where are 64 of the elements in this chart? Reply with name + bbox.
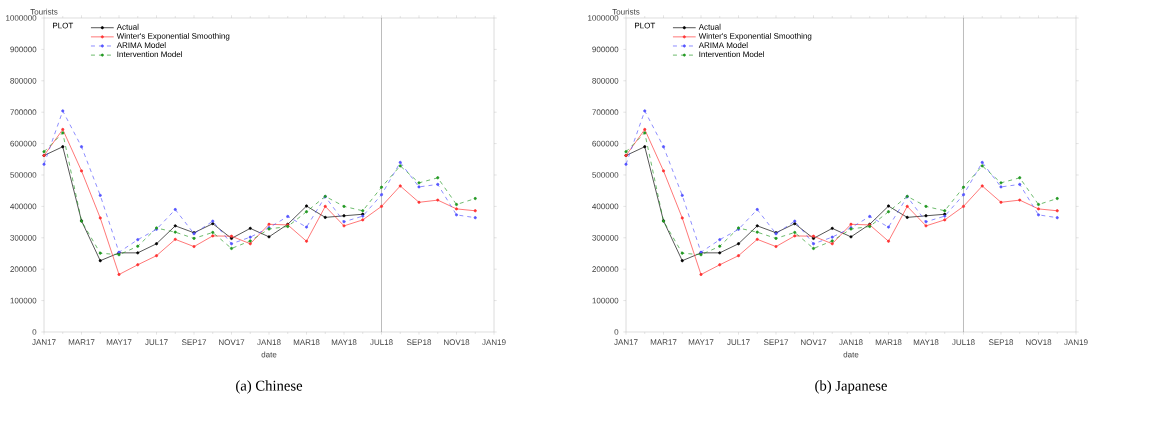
y-tick-label: 700000 bbox=[592, 109, 619, 116]
legend-title: PLOT bbox=[635, 22, 656, 29]
x-tick-label: JAN18 bbox=[257, 339, 281, 346]
x-tick-label: NOV18 bbox=[444, 339, 470, 346]
x-axis-title: date bbox=[261, 351, 277, 358]
y-tick-label: 900000 bbox=[10, 46, 37, 53]
x-tick-label: JUL17 bbox=[145, 339, 168, 345]
x-tick-label: JAN19 bbox=[482, 339, 506, 346]
x-tick-label: SEP18 bbox=[988, 339, 1014, 346]
x-tick-label: JAN19 bbox=[1064, 339, 1088, 346]
y-tick-label: 0 bbox=[32, 329, 37, 335]
x-tick-label: SEP17 bbox=[181, 339, 207, 346]
x-tick-label: NOV17 bbox=[801, 339, 827, 346]
y-tick-label: 700000 bbox=[10, 109, 37, 116]
y-tick-label: 600000 bbox=[592, 140, 619, 147]
legend-label: ARIMA Model bbox=[698, 42, 748, 48]
x-tick-label: NOV18 bbox=[1026, 339, 1052, 346]
x-tick-label: MAY18 bbox=[913, 339, 939, 346]
x-tick-label: JUL18 bbox=[370, 339, 393, 346]
x-tick-label: JAN18 bbox=[839, 339, 863, 346]
y-tick-label: 800000 bbox=[592, 77, 619, 84]
y-tick-label: 1000000 bbox=[6, 15, 37, 21]
x-axis-title: date bbox=[843, 351, 859, 358]
y-tick-label: 0 bbox=[614, 329, 619, 335]
y-tick-label: 400000 bbox=[592, 203, 619, 210]
y-tick-label: 900000 bbox=[592, 46, 619, 53]
legend-label: Winter's Exponential Smoothing bbox=[698, 32, 812, 41]
x-tick-label: MAR18 bbox=[875, 339, 902, 346]
x-tick-label: MAY18 bbox=[331, 339, 357, 346]
y-tick-label: 300000 bbox=[10, 234, 37, 241]
y-tick-label: 100000 bbox=[10, 297, 37, 304]
x-tick-label: MAY17 bbox=[106, 339, 132, 345]
y-tick-label: 800000 bbox=[10, 77, 37, 84]
x-tick-label: MAR17 bbox=[68, 339, 95, 345]
y-axis-title: Tourists bbox=[612, 8, 640, 15]
y-tick-label: 500000 bbox=[592, 172, 619, 178]
y-tick-label: 300000 bbox=[592, 234, 619, 241]
y-tick-label: 200000 bbox=[10, 266, 37, 273]
y-axis-title: Tourists bbox=[30, 8, 58, 15]
x-tick-label: JUL18 bbox=[952, 339, 975, 346]
x-tick-label: JUL17 bbox=[727, 339, 750, 345]
x-tick-label: MAR17 bbox=[650, 339, 677, 345]
y-tick-label: 100000 bbox=[592, 297, 619, 304]
legend-label: Actual bbox=[116, 23, 139, 30]
legend-label: Intervention Model bbox=[117, 51, 182, 58]
x-tick-label: SEP17 bbox=[763, 339, 789, 346]
legend-label: Intervention Model bbox=[699, 51, 764, 58]
y-tick-label: 200000 bbox=[592, 266, 619, 273]
y-tick-label: 600000 bbox=[10, 140, 37, 147]
legend-label: Winter's Exponential Smoothing bbox=[116, 32, 230, 41]
x-tick-label: SEP18 bbox=[406, 339, 432, 346]
text: (b) Japanese bbox=[815, 380, 887, 394]
x-tick-label: MAY17 bbox=[688, 339, 714, 345]
legend-title: PLOT bbox=[53, 22, 74, 29]
y-tick-label: 400000 bbox=[10, 203, 37, 210]
legend-label: Actual bbox=[698, 23, 721, 30]
x-tick-label: NOV17 bbox=[219, 339, 245, 346]
legend-label: ARIMA Model bbox=[116, 42, 166, 48]
x-tick-label: MAR18 bbox=[293, 339, 320, 346]
x-tick-label: JAN17 bbox=[614, 339, 638, 345]
y-tick-label: 500000 bbox=[10, 172, 37, 178]
x-tick-label: JAN17 bbox=[32, 339, 56, 345]
text: (a) Chinese bbox=[236, 380, 303, 394]
y-tick-label: 1000000 bbox=[588, 15, 619, 21]
